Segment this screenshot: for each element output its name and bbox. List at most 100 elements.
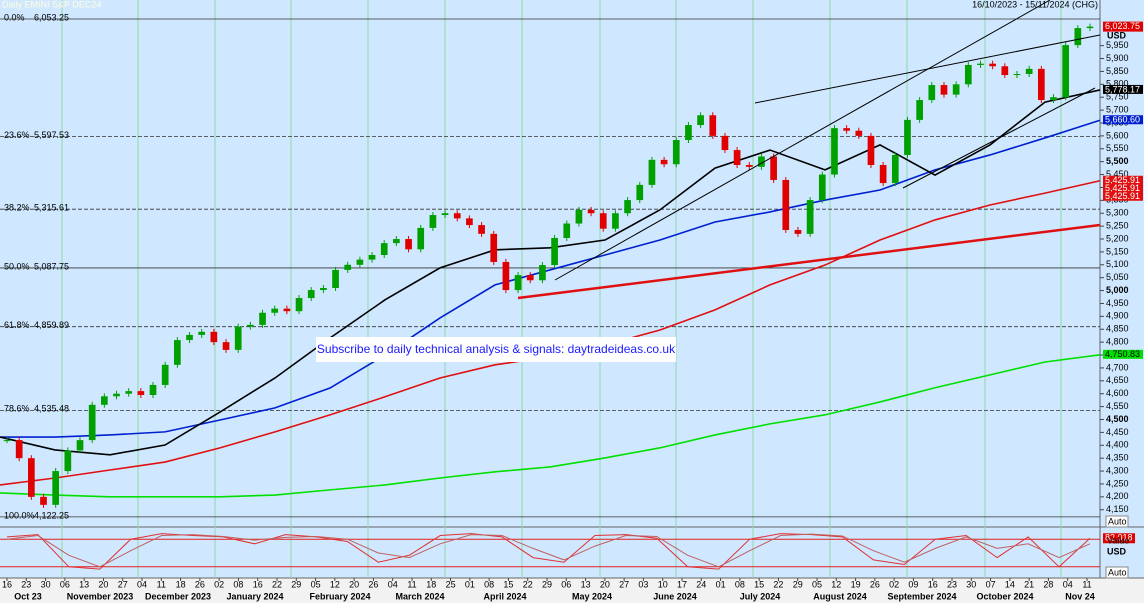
candle-body bbox=[855, 130, 863, 136]
candle-body bbox=[40, 496, 47, 505]
day-label: 02 bbox=[889, 579, 899, 589]
fib-price: 4,122.25 bbox=[34, 510, 69, 520]
day-label: 04 bbox=[1063, 579, 1073, 589]
candle-body bbox=[76, 440, 84, 451]
candle-body bbox=[380, 243, 388, 255]
candle-body bbox=[356, 259, 364, 265]
day-label: 04 bbox=[388, 579, 398, 589]
y-tick-label: 5,900 bbox=[1106, 53, 1129, 63]
candle-body bbox=[685, 125, 692, 141]
candle-body bbox=[782, 179, 790, 230]
day-label: 27 bbox=[118, 579, 128, 589]
banner: Subscribe to daily technical analysis & … bbox=[317, 342, 676, 356]
candle-body bbox=[770, 156, 777, 180]
month-label: Oct 23 bbox=[14, 591, 42, 601]
y-tick-label: 4,650 bbox=[1106, 375, 1129, 385]
day-label: 28 bbox=[1043, 579, 1053, 589]
price-label: 5,425.91 bbox=[1105, 175, 1140, 185]
y-tick-label: 4,800 bbox=[1106, 337, 1129, 347]
fib-percent: 61.8% bbox=[4, 320, 30, 330]
candle-body bbox=[733, 150, 741, 166]
y-tick-label: 5,050 bbox=[1106, 272, 1129, 282]
candle-body bbox=[271, 308, 279, 313]
y-tick-label: 5,600 bbox=[1106, 130, 1129, 140]
chart-title: Daily EMINI S&P DEC24 bbox=[2, 0, 101, 9]
candle-body bbox=[490, 233, 498, 262]
day-label: 01 bbox=[716, 579, 726, 589]
fib-price: 4,859.89 bbox=[34, 320, 69, 330]
day-label: 09 bbox=[908, 579, 918, 589]
candle-body bbox=[3, 440, 11, 442]
auto-button[interactable] bbox=[1105, 566, 1129, 579]
day-label: 11 bbox=[157, 579, 166, 589]
candle-body bbox=[478, 225, 485, 234]
candle-body bbox=[587, 209, 595, 214]
fib-price: 5,597.53 bbox=[34, 130, 69, 140]
auto-label[interactable]: Auto bbox=[1108, 516, 1127, 526]
candle-body bbox=[636, 184, 644, 201]
day-label: 13 bbox=[79, 579, 89, 589]
candle-body bbox=[539, 265, 546, 281]
y-tick-label: 4,500 bbox=[1106, 414, 1129, 424]
price-label: 5,425.91 bbox=[1105, 183, 1140, 193]
day-label: 17 bbox=[677, 579, 687, 589]
candle-body bbox=[989, 63, 996, 67]
day-label: 01 bbox=[465, 579, 475, 589]
y-tick-label: 4,850 bbox=[1106, 324, 1129, 334]
banner-box bbox=[316, 337, 676, 362]
candle-body bbox=[441, 213, 449, 216]
day-label: 22 bbox=[523, 579, 533, 589]
y-tick-label: 4,150 bbox=[1106, 504, 1129, 514]
candle-body bbox=[417, 227, 425, 250]
day-label: 15 bbox=[754, 579, 764, 589]
candle-body bbox=[624, 200, 631, 214]
price-label: 5,660.60 bbox=[1105, 115, 1140, 125]
y-tick-label: 4,250 bbox=[1106, 478, 1129, 488]
candle-body bbox=[831, 128, 838, 175]
candle-body bbox=[1050, 97, 1057, 101]
candle-body bbox=[210, 331, 218, 343]
candle-body bbox=[1086, 26, 1094, 29]
day-label: 27 bbox=[619, 579, 629, 589]
month-label: October 2024 bbox=[976, 591, 1033, 601]
candle-body bbox=[1037, 68, 1045, 101]
auto-button[interactable] bbox=[1105, 515, 1129, 528]
candle-body bbox=[64, 450, 72, 472]
fib-price: 5,087.75 bbox=[34, 261, 69, 271]
month-label: September 2024 bbox=[887, 591, 956, 601]
price-label-box bbox=[1103, 349, 1143, 359]
day-label: 23 bbox=[947, 579, 957, 589]
candle-body bbox=[429, 215, 437, 228]
day-label: 26 bbox=[368, 579, 378, 589]
day-label: 06 bbox=[60, 579, 70, 589]
candle-body bbox=[247, 324, 254, 327]
month-label: April 2024 bbox=[483, 591, 526, 601]
candle-body bbox=[368, 254, 376, 260]
auto-label[interactable]: Auto bbox=[1108, 567, 1127, 577]
fib-price: 6,053.25 bbox=[34, 12, 69, 22]
y-tick-label: 4,350 bbox=[1106, 453, 1129, 463]
y-tick-label: 5,700 bbox=[1106, 104, 1129, 114]
candle-body bbox=[259, 312, 266, 325]
candle-body bbox=[15, 440, 23, 459]
day-label: 20 bbox=[98, 579, 108, 589]
month-label: February 2024 bbox=[309, 591, 370, 601]
y-tick-label: 5,100 bbox=[1106, 259, 1129, 269]
day-label: 08 bbox=[484, 579, 494, 589]
day-label: 13 bbox=[581, 579, 591, 589]
trendline bbox=[554, 0, 1051, 281]
candle-body bbox=[1074, 28, 1082, 46]
day-label: 22 bbox=[272, 579, 282, 589]
candle-body bbox=[307, 290, 315, 299]
candle-body bbox=[794, 229, 802, 234]
candle-body bbox=[818, 174, 826, 201]
day-label: 03 bbox=[638, 579, 648, 589]
price-label-box bbox=[1103, 183, 1143, 193]
y-tick-label: 4,550 bbox=[1106, 401, 1129, 411]
day-label: 29 bbox=[291, 579, 301, 589]
day-label: 29 bbox=[793, 579, 803, 589]
candle-body bbox=[563, 223, 571, 238]
